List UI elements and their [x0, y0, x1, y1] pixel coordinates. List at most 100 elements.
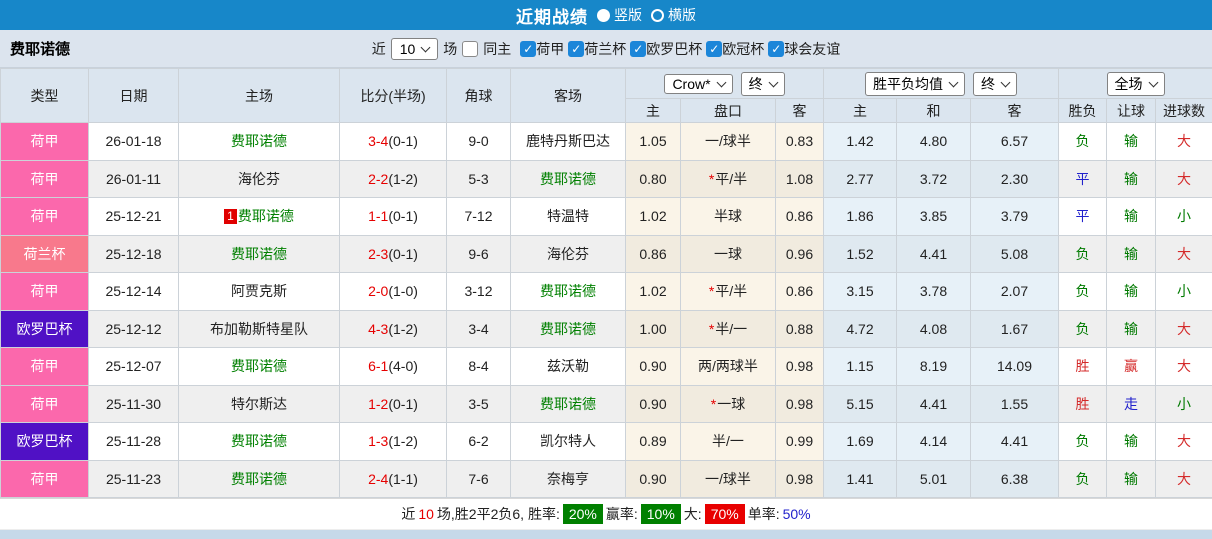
cell-result-handicap: 输: [1107, 123, 1156, 161]
cell-date: 25-12-18: [89, 235, 179, 273]
subheader-avg-home: 主: [824, 99, 897, 123]
summary-middle: 场,胜2平2负6, 胜率:: [437, 504, 560, 524]
cell-handicap: 两/两球半: [681, 348, 776, 386]
cell-date: 25-12-12: [89, 310, 179, 348]
fulltime-select[interactable]: 全场: [1107, 72, 1165, 96]
cell-result-goals: 大: [1156, 460, 1212, 498]
cell-result-goals: 大: [1156, 160, 1212, 198]
fulltime-select-group: 全场: [1059, 69, 1212, 99]
cell-corners: 6-2: [447, 423, 511, 461]
layout-radio-horizontal[interactable]: 横版: [651, 5, 696, 25]
cell-odds-home: 0.80: [626, 160, 681, 198]
cell-league: 欧罗巴杯: [1, 423, 89, 461]
cell-odds-home: 0.89: [626, 423, 681, 461]
cell-result-goals: 大: [1156, 235, 1212, 273]
league-checkbox-1[interactable]: ✓: [568, 41, 584, 57]
cell-result-handicap: 赢: [1107, 348, 1156, 386]
cell-corners: 7-6: [447, 460, 511, 498]
cell-avg-draw: 4.14: [897, 423, 971, 461]
cell-corners: 3-12: [447, 273, 511, 311]
cell-result-wdl: 负: [1059, 235, 1107, 273]
cell-home-team: 特尔斯达: [179, 385, 340, 423]
subheader-handicap: 盘口: [681, 99, 776, 123]
handicap-star-icon: *: [709, 321, 714, 337]
results-table: 类型 日期 主场 比分(半场) 角球 客场 Crow* 终 胜: [0, 68, 1212, 498]
final-select-1[interactable]: 终: [741, 72, 785, 96]
radio-unselected-icon[interactable]: [651, 9, 664, 22]
cell-date: 26-01-18: [89, 123, 179, 161]
subheader-result-wdl: 胜负: [1059, 99, 1107, 123]
cell-league: 荷甲: [1, 348, 89, 386]
cell-league: 荷甲: [1, 385, 89, 423]
cell-score: 2-2(1-2): [340, 160, 447, 198]
cell-avg-draw: 3.72: [897, 160, 971, 198]
cell-odds-away: 1.08: [776, 160, 824, 198]
cell-avg-away: 6.57: [971, 123, 1059, 161]
cell-result-wdl: 胜: [1059, 385, 1107, 423]
cell-score: 1-3(1-2): [340, 423, 447, 461]
same-home-label: 同主: [483, 39, 511, 59]
cell-league: 荷甲: [1, 198, 89, 236]
cell-score: 3-4(0-1): [340, 123, 447, 161]
cell-odds-away: 0.98: [776, 460, 824, 498]
odds-select-group: Crow* 终: [626, 69, 824, 99]
near-count-select[interactable]: 10: [391, 38, 439, 60]
cell-avg-home: 1.15: [824, 348, 897, 386]
cell-date: 25-12-07: [89, 348, 179, 386]
handicap-star-icon: *: [709, 283, 714, 299]
cell-handicap: 一球: [681, 235, 776, 273]
league-checkbox-0[interactable]: ✓: [520, 41, 536, 57]
cell-away-team: 鹿特丹斯巴达: [511, 123, 626, 161]
page-title: 近期战绩: [516, 3, 588, 28]
cell-handicap: *半/一: [681, 310, 776, 348]
layout-radio-vertical[interactable]: 竖版: [597, 5, 642, 25]
subheader-result-goals: 进球数: [1156, 99, 1212, 123]
same-home-checkbox[interactable]: [462, 41, 478, 57]
cell-result-wdl: 负: [1059, 273, 1107, 311]
cell-avg-home: 5.15: [824, 385, 897, 423]
cell-odds-away: 0.98: [776, 348, 824, 386]
cell-odds-away: 0.88: [776, 310, 824, 348]
final-select-2[interactable]: 终: [973, 72, 1017, 96]
cell-date: 26-01-11: [89, 160, 179, 198]
cell-avg-away: 2.30: [971, 160, 1059, 198]
league-checkbox-3[interactable]: ✓: [706, 41, 722, 57]
big-rate-badge: 70%: [705, 504, 745, 524]
cell-score: 1-1(0-1): [340, 198, 447, 236]
single-label: 单率:: [748, 504, 780, 524]
odds-company-select[interactable]: Crow*: [664, 74, 732, 94]
cell-avg-away: 6.38: [971, 460, 1059, 498]
cell-away-team: 费耶诺德: [511, 160, 626, 198]
handicap-star-icon: *: [711, 396, 716, 412]
avg-select[interactable]: 胜平负均值: [865, 72, 965, 96]
subheader-odds-home: 主: [626, 99, 681, 123]
cell-result-handicap: 输: [1107, 160, 1156, 198]
cell-odds-away: 0.83: [776, 123, 824, 161]
cell-avg-away: 14.09: [971, 348, 1059, 386]
cell-away-team: 费耶诺德: [511, 273, 626, 311]
cell-avg-home: 1.52: [824, 235, 897, 273]
cell-handicap: *一球: [681, 385, 776, 423]
cell-odds-home: 1.05: [626, 123, 681, 161]
cell-league: 荷甲: [1, 123, 89, 161]
cell-handicap: 半/一: [681, 423, 776, 461]
cell-odds-away: 0.98: [776, 385, 824, 423]
cell-result-wdl: 负: [1059, 423, 1107, 461]
cell-away-team: 特温特: [511, 198, 626, 236]
league-checkbox-4[interactable]: ✓: [768, 41, 784, 57]
cell-result-handicap: 输: [1107, 310, 1156, 348]
cell-away-team: 费耶诺德: [511, 310, 626, 348]
cell-score: 2-0(1-0): [340, 273, 447, 311]
header-date: 日期: [89, 69, 179, 123]
cell-avg-home: 1.41: [824, 460, 897, 498]
cell-avg-draw: 4.41: [897, 235, 971, 273]
cell-home-team: 布加勒斯特星队: [179, 310, 340, 348]
cell-corners: 3-4: [447, 310, 511, 348]
summary-prefix: 近: [401, 504, 415, 524]
radio-selected-icon[interactable]: [597, 9, 610, 22]
cell-date: 25-11-28: [89, 423, 179, 461]
league-checkbox-2[interactable]: ✓: [630, 41, 646, 57]
cell-result-handicap: 输: [1107, 235, 1156, 273]
